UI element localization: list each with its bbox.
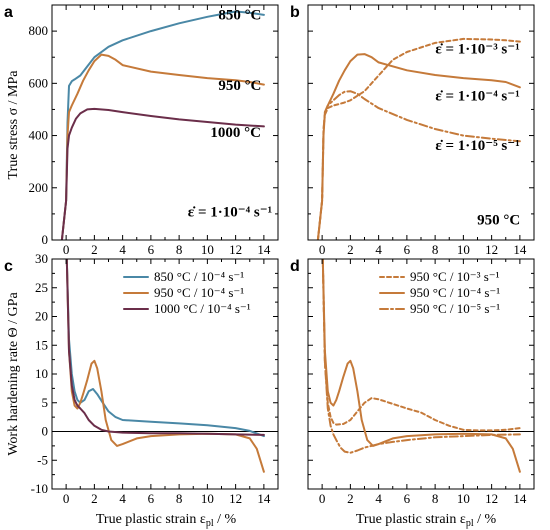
x-tick-label: 10 <box>457 491 470 506</box>
x-tick-label: 14 <box>513 242 527 257</box>
legend-label: 950 °C / 10⁻³ s⁻¹ <box>410 269 500 284</box>
x-tick-label: 6 <box>148 242 155 257</box>
panel-letter: c <box>4 258 13 275</box>
y-tick-label: 5 <box>42 395 49 410</box>
series-line-3 <box>65 259 265 436</box>
series-group <box>60 10 265 240</box>
annotation: ε̇ = 1·10⁻⁴ s⁻¹ <box>435 88 519 104</box>
x-tick-label: 8 <box>176 491 183 506</box>
x-tick-label: 4 <box>375 242 382 257</box>
x-axis-label-left-unit: / % <box>214 512 237 527</box>
y-tick-label: 20 <box>35 309 48 324</box>
x-tick-label: 2 <box>91 242 98 257</box>
y-axis-label-stress: True stress σ / MPa <box>6 70 21 180</box>
annotation: ε̇ = 1·10⁻⁴ s⁻¹ <box>188 205 272 221</box>
series-line-1 <box>65 259 265 438</box>
x-tick-label: 10 <box>201 491 214 506</box>
y-tick-label: 30 <box>35 251 48 266</box>
x-tick-label: 2 <box>347 242 354 257</box>
series-line-2 <box>321 259 521 473</box>
x-tick-label: 14 <box>513 491 527 506</box>
series-group <box>316 37 521 240</box>
x-tick-label: 12 <box>485 491 498 506</box>
panel-letter: a <box>4 4 13 21</box>
series-group <box>321 259 521 473</box>
annotation: 950 °C <box>477 212 520 228</box>
panel-a: 0 2 4 6 8 10 12 14 0 200 400 600 800 a 850 °C 950 °C 100… <box>4 4 279 257</box>
y-tick-label: -10 <box>31 481 48 496</box>
series-line-1 <box>321 259 521 432</box>
x-tick-label: 8 <box>432 242 439 257</box>
x-tick-label: 0 <box>319 491 326 506</box>
annotation: ε̇ = 1·10⁻⁵ s⁻¹ <box>435 138 519 154</box>
x-tick-label: 6 <box>404 491 411 506</box>
annotation: 950 °C <box>218 78 261 94</box>
panel-letter: d <box>290 258 300 275</box>
series-line-2 <box>60 53 265 240</box>
legend-label: 850 °C / 10⁻⁴ s⁻¹ <box>154 269 244 284</box>
y-tick-label: 0 <box>42 424 49 439</box>
x-axis-label-left-main: True plastic strain ε <box>96 512 206 527</box>
x-tick-label: 10 <box>201 242 214 257</box>
x-axis-label-right-unit: / % <box>474 512 497 527</box>
x-tick-label: 12 <box>229 491 242 506</box>
legend-label: 950 °C / 10⁻⁵ s⁻¹ <box>410 301 500 316</box>
x-tick-label: 8 <box>176 242 183 257</box>
legend-label: 950 °C / 10⁻⁴ s⁻¹ <box>154 285 244 300</box>
x-tick-label: 6 <box>148 491 155 506</box>
annotation: 1000 °C <box>210 125 261 141</box>
x-tick-label: 4 <box>375 491 382 506</box>
x-tick-label: 0 <box>319 242 326 257</box>
y-axis-label-hardening: Work hardening rate Θ / GPa <box>6 292 21 456</box>
x-axis-label-right-main: True plastic strain ε <box>356 512 466 527</box>
x-tick-label: 4 <box>119 491 126 506</box>
y-tick-label: 600 <box>29 75 49 90</box>
x-axis-label-right-sub: pl <box>466 518 474 529</box>
x-tick-label: 0 <box>63 242 70 257</box>
x-tick-label: 2 <box>347 491 354 506</box>
x-tick-label: 14 <box>257 242 271 257</box>
x-tick-label: 2 <box>91 491 98 506</box>
x-tick-label: 0 <box>63 491 70 506</box>
x-axis-label-left: True plastic strain εpl / % <box>96 512 237 529</box>
x-tick-label: 12 <box>229 242 242 257</box>
series-line-1 <box>60 10 265 240</box>
x-axis-label-left-sub: pl <box>206 518 214 529</box>
y-tick-label: 10 <box>35 366 48 381</box>
y-tick-label: -5 <box>37 452 48 467</box>
series-line-3 <box>321 259 521 454</box>
series-line-3 <box>60 107 265 240</box>
panel-letter: b <box>290 4 300 21</box>
legend-label: 950 °C / 10⁻⁴ s⁻¹ <box>410 285 500 300</box>
x-axis-label-right: True plastic strain εpl / % <box>356 512 497 529</box>
y-tick-label: 400 <box>29 128 49 143</box>
annotation: 850 °C <box>218 7 261 23</box>
series-group <box>65 259 265 473</box>
y-tick-label: 15 <box>35 337 48 352</box>
y-tick-label: 0 <box>42 232 49 247</box>
legend-label: 1000 °C / 10⁻⁴ s⁻¹ <box>154 301 251 316</box>
panel-c: 0 2 4 6 8 10 12 14 -10 -5 0 5 10 15 20 25 30 c 850 °C / 10… <box>4 251 279 506</box>
x-tick-label: 10 <box>457 242 470 257</box>
x-tick-label: 14 <box>257 491 271 506</box>
x-tick-label: 12 <box>485 242 498 257</box>
x-tick-label: 8 <box>432 491 439 506</box>
series-line-3 <box>316 90 521 240</box>
y-tick-label: 25 <box>35 280 48 295</box>
annotation: ε̇ = 1·10⁻³ s⁻¹ <box>435 41 519 57</box>
y-tick-label: 800 <box>29 23 49 38</box>
x-tick-label: 6 <box>404 242 411 257</box>
x-tick-label: 4 <box>119 242 126 257</box>
panel-b: 0 2 4 6 8 10 12 14 b ε̇ = 1·10⁻³ s⁻¹ ε̇ = 1·10⁻⁴ s… <box>290 4 535 257</box>
y-tick-label: 200 <box>29 180 49 195</box>
